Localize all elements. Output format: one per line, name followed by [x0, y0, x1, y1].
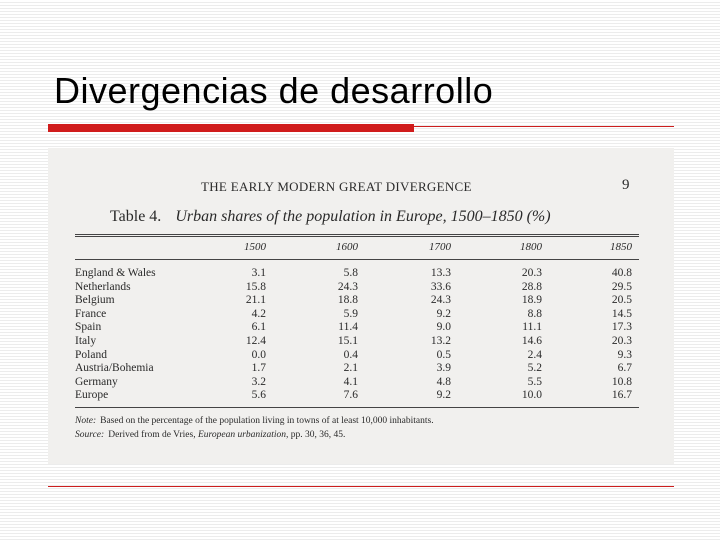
- table-caption-text: Urban shares of the population in Europe…: [175, 208, 551, 225]
- slide-title: Divergencias de desarrollo: [54, 70, 494, 111]
- year-header-2: 1700: [429, 241, 451, 253]
- table-source: Source: Derived from de Vries, European u…: [75, 430, 345, 440]
- table-note: Note: Based on the percentage of the popu…: [75, 416, 434, 426]
- table-cell: 24.3: [337, 280, 358, 293]
- table-cell: 9.2: [436, 389, 451, 402]
- table-row: Spain 6.1 11.4 9.0 11.1 17.3: [48, 321, 674, 335]
- country-name: Austria/Bohemia: [75, 362, 154, 375]
- table-cell: 10.0: [521, 389, 542, 402]
- table-cell: 15.1: [337, 335, 358, 347]
- country-name: Europe: [75, 389, 109, 402]
- table-cell: 13.2: [430, 335, 451, 347]
- table-label: Table 4.: [110, 208, 162, 225]
- table-row: Austria/Bohemia 1.7 2.1 3.9 5.2 6.7: [48, 362, 674, 376]
- table-cell: 2.1: [343, 362, 358, 375]
- table-top-rule-double: [75, 236, 639, 237]
- table-row: Poland 0.0 0.4 0.5 2.4 9.3: [48, 349, 674, 363]
- table-cell: 0.0: [251, 348, 266, 361]
- table-cell: 13.3: [430, 267, 451, 279]
- table-cell: 9.2: [436, 307, 451, 320]
- note-text: Based on the percentage of the populatio…: [100, 416, 434, 426]
- source-prefix: Derived from de Vries,: [108, 430, 198, 440]
- table-cell: 14.5: [611, 307, 632, 320]
- table-cell: 10.8: [611, 375, 632, 388]
- source-title: European urbanization: [197, 430, 287, 440]
- table-cell: 2.4: [527, 348, 542, 361]
- table-row: Belgium 21.1 18.8 24.3 18.9 20.5: [48, 294, 674, 308]
- table-cell: 16.7: [611, 389, 632, 402]
- year-header-1: 1600: [336, 241, 358, 253]
- scanned-table-image: THE EARLY MODERN GREAT DIVERGENCE 9 Tabl…: [48, 148, 674, 464]
- table-cell: 3.1: [251, 267, 266, 279]
- table-header-rule: [75, 259, 639, 260]
- table-top-rule: [75, 234, 639, 235]
- title-underline: [48, 124, 674, 132]
- table-cell: 9.3: [617, 348, 632, 361]
- title-underline-bar: [48, 124, 414, 132]
- table-cell: 6.7: [617, 362, 632, 375]
- table-cell: 3.2: [251, 375, 266, 388]
- country-name: Germany: [75, 375, 118, 388]
- table-cell: 0.4: [343, 348, 358, 361]
- table-cell: 5.5: [527, 375, 542, 388]
- page-number: 9: [622, 177, 630, 193]
- table-cell: 12.4: [245, 335, 266, 347]
- table-row: Netherlands 15.8 24.3 33.6 28.8 29.5: [48, 281, 674, 295]
- table-cell: 29.5: [611, 280, 632, 293]
- table-cell: 0.5: [436, 348, 451, 361]
- table-cell: 28.8: [521, 280, 542, 293]
- table-cell: 4.2: [251, 307, 266, 320]
- table-cell: 20.3: [611, 335, 632, 347]
- table-cell: 11.4: [338, 321, 358, 334]
- table-cell: 5.6: [251, 389, 266, 402]
- table-cell: 20.5: [611, 294, 632, 307]
- bottom-divider: [48, 486, 674, 487]
- table-cell: 8.8: [527, 307, 542, 320]
- table-cell: 14.6: [521, 335, 542, 347]
- country-name: Belgium: [75, 294, 115, 307]
- year-header-0: 1500: [244, 241, 266, 253]
- table-cell: 6.1: [251, 321, 266, 334]
- table-cell: 40.8: [611, 267, 632, 279]
- country-name: Italy: [75, 335, 97, 347]
- table-cell: 5.9: [343, 307, 358, 320]
- table-cell: 9.0: [436, 321, 451, 334]
- table-row: Italy 12.4 15.1 13.2 14.6 20.3: [48, 335, 674, 349]
- country-name: England & Wales: [75, 267, 156, 279]
- note-label: Note:: [75, 416, 97, 426]
- table-row: England & Wales 3.1 5.8 13.3 20.3 40.8: [48, 267, 674, 281]
- table-cell: 33.6: [430, 280, 451, 293]
- source-label: Source:: [75, 430, 105, 440]
- running-head: THE EARLY MODERN GREAT DIVERGENCE: [201, 179, 472, 194]
- table-cell: 17.3: [611, 321, 632, 334]
- table-caption: Table 4. Urban shares of the population i…: [110, 208, 551, 226]
- table-row: France 4.2 5.9 9.2 8.8 14.5: [48, 308, 674, 322]
- table-cell: 4.1: [343, 375, 358, 388]
- country-name: Spain: [75, 321, 102, 334]
- country-name: Netherlands: [75, 280, 131, 293]
- country-name: France: [75, 307, 107, 320]
- table-cell: 7.6: [343, 389, 358, 402]
- table-cell: 5.8: [343, 267, 358, 279]
- table-cell: 18.9: [521, 294, 542, 307]
- table-cell: 18.8: [337, 294, 358, 307]
- table-cell: 21.1: [245, 294, 266, 307]
- table-cell: 20.3: [521, 267, 542, 279]
- table-cell: 4.8: [436, 375, 451, 388]
- table-cell: 5.2: [527, 362, 542, 375]
- table-row: Europe 5.6 7.6 9.2 10.0 16.7: [48, 389, 674, 403]
- table-row: Germany 3.2 4.1 4.8 5.5 10.8: [48, 376, 674, 390]
- table-bottom-rule: [75, 407, 639, 408]
- source-suffix: , pp. 30, 36, 45.: [286, 430, 346, 440]
- year-header-4: 1850: [610, 241, 632, 253]
- table-cell: 1.7: [251, 362, 266, 375]
- table-cell: 15.8: [245, 280, 266, 293]
- table-cell: 24.3: [430, 294, 451, 307]
- year-header-3: 1800: [520, 241, 542, 253]
- table-cell: 11.1: [522, 321, 542, 334]
- table-cell: 3.9: [436, 362, 451, 375]
- country-name: Poland: [75, 348, 107, 361]
